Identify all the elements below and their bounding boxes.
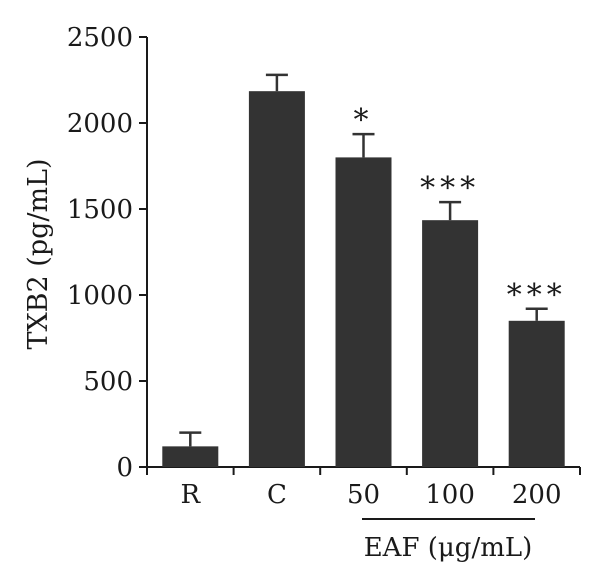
- y-tick-label: 2500: [67, 23, 133, 53]
- bars: [162, 91, 565, 468]
- bar: [248, 91, 305, 468]
- x-tick-label: 200: [512, 480, 562, 510]
- y-tick-label: 0: [116, 453, 133, 483]
- y-axis-title: TXB2 (pg/mL): [23, 158, 54, 349]
- y-axis: 0 500 1000 1500 2000 2500: [67, 23, 148, 483]
- y-tick-label: 2000: [67, 109, 133, 139]
- significance-marker: ***: [507, 278, 567, 313]
- x-tick-label: 100: [425, 480, 475, 510]
- x-tick-label: 50: [347, 480, 380, 510]
- x-tick-label: R: [181, 480, 202, 510]
- y-tick-label: 1000: [67, 281, 133, 311]
- y-tick-label: 1500: [67, 195, 133, 225]
- significance-marker: ***: [420, 171, 480, 206]
- group-label: EAF (μg/mL): [364, 533, 533, 563]
- significance-marker: *: [354, 103, 374, 138]
- bar: [162, 446, 219, 467]
- y-tick-label: 500: [83, 367, 133, 397]
- error-bars: [179, 73, 548, 447]
- x-tick-label: C: [267, 480, 287, 510]
- bar: [422, 220, 479, 467]
- bar: [335, 157, 392, 467]
- bar: [508, 320, 565, 467]
- significance-markers: *******: [354, 103, 567, 313]
- x-axis: R C 50 100 200: [146, 466, 581, 510]
